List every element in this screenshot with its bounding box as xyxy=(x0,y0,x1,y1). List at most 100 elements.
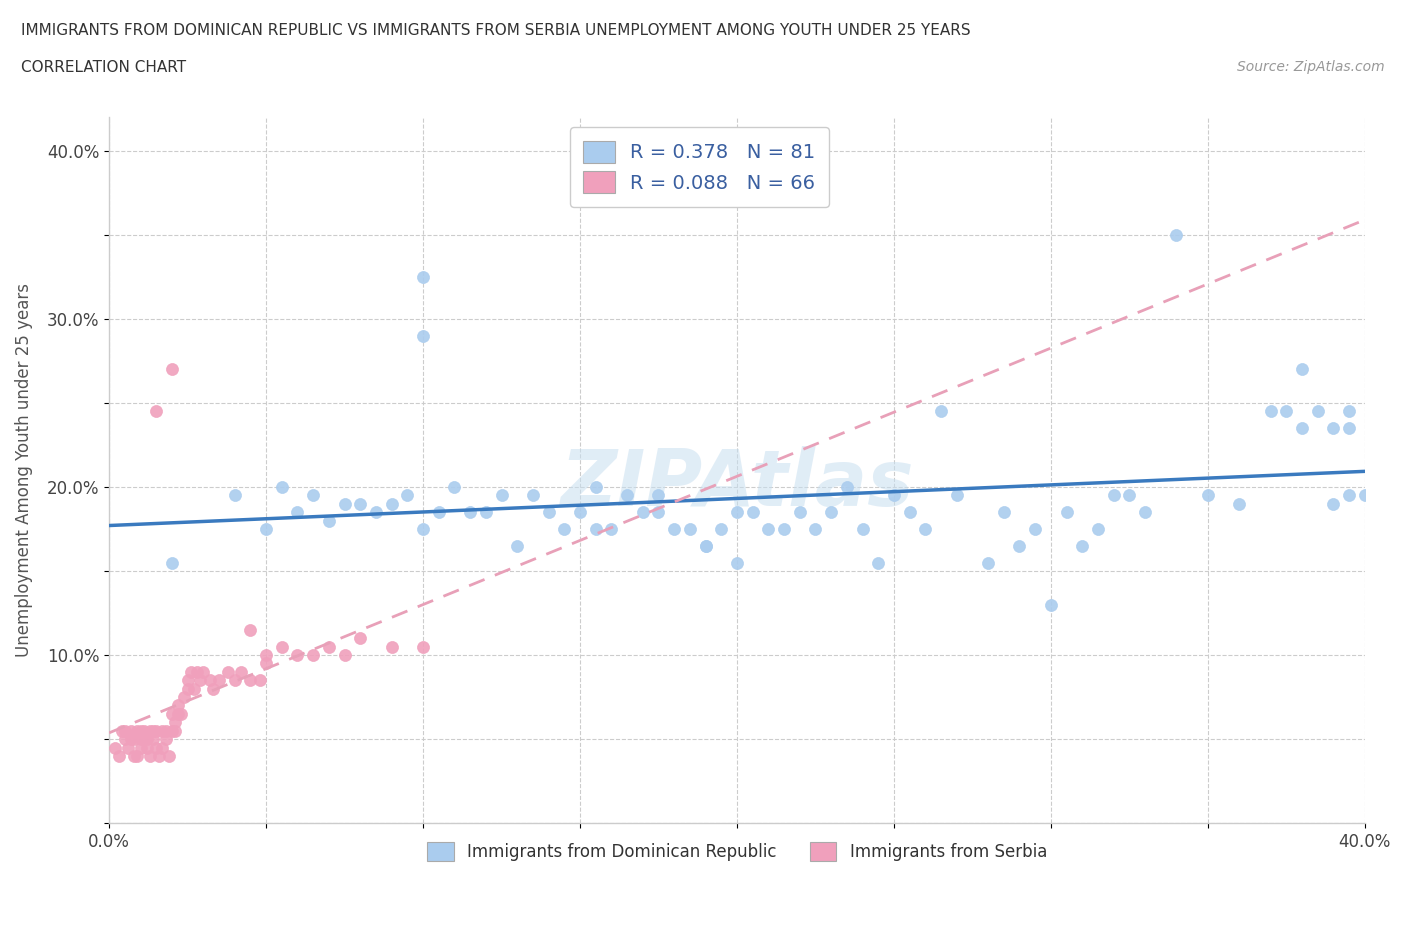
Point xyxy=(1260,404,1282,418)
Point xyxy=(662,522,685,537)
Point xyxy=(804,522,827,537)
Text: Source: ZipAtlas.com: Source: ZipAtlas.com xyxy=(1237,60,1385,74)
Point xyxy=(157,749,180,764)
Point xyxy=(193,664,215,679)
Point xyxy=(270,480,292,495)
Point xyxy=(1227,497,1250,512)
Point xyxy=(1322,497,1344,512)
Point xyxy=(898,505,921,520)
Point xyxy=(412,522,434,537)
Point xyxy=(725,555,748,570)
Point xyxy=(249,672,271,687)
Point xyxy=(167,707,190,722)
Point xyxy=(741,505,763,520)
Point xyxy=(160,707,183,722)
Point xyxy=(443,480,465,495)
Point xyxy=(155,732,177,747)
Point xyxy=(695,538,717,553)
Point xyxy=(773,522,796,537)
Point xyxy=(167,698,190,713)
Point xyxy=(725,505,748,520)
Point xyxy=(160,555,183,570)
Point xyxy=(152,740,174,755)
Point xyxy=(239,672,262,687)
Point xyxy=(600,522,623,537)
Point xyxy=(333,497,356,512)
Point xyxy=(318,639,340,654)
Point xyxy=(239,622,262,637)
Point xyxy=(412,328,434,343)
Point xyxy=(1306,404,1329,418)
Point xyxy=(170,707,193,722)
Point xyxy=(993,505,1015,520)
Point xyxy=(1354,488,1376,503)
Point xyxy=(412,639,434,654)
Point xyxy=(569,505,592,520)
Point xyxy=(173,690,195,705)
Point xyxy=(142,724,165,738)
Point xyxy=(224,488,246,503)
Point xyxy=(152,724,174,738)
Point xyxy=(585,480,607,495)
Point xyxy=(107,749,129,764)
Point xyxy=(183,682,205,697)
Point xyxy=(1102,488,1125,503)
Point xyxy=(1339,404,1361,418)
Point xyxy=(129,724,152,738)
Point xyxy=(132,732,155,747)
Point xyxy=(820,505,842,520)
Point xyxy=(1339,420,1361,435)
Point xyxy=(217,664,239,679)
Point xyxy=(1118,488,1140,503)
Point xyxy=(127,724,149,738)
Point xyxy=(1322,420,1344,435)
Point xyxy=(287,647,309,662)
Point xyxy=(176,682,198,697)
Point xyxy=(1197,488,1219,503)
Point xyxy=(381,639,404,654)
Point xyxy=(710,522,733,537)
Point xyxy=(506,538,529,553)
Point xyxy=(114,732,136,747)
Point xyxy=(647,488,669,503)
Point xyxy=(491,488,513,503)
Point xyxy=(132,724,155,738)
Point xyxy=(145,404,167,418)
Point xyxy=(945,488,967,503)
Point xyxy=(1008,538,1031,553)
Point xyxy=(318,513,340,528)
Legend: Immigrants from Dominican Republic, Immigrants from Serbia: Immigrants from Dominican Republic, Immi… xyxy=(420,835,1053,868)
Point xyxy=(224,672,246,687)
Point xyxy=(695,538,717,553)
Point xyxy=(104,740,127,755)
Point xyxy=(163,715,186,730)
Point xyxy=(929,404,952,418)
Point xyxy=(111,724,134,738)
Point xyxy=(254,656,277,671)
Point xyxy=(1133,505,1156,520)
Point xyxy=(1071,538,1094,553)
Point xyxy=(396,488,419,503)
Point xyxy=(287,505,309,520)
Point xyxy=(186,664,208,679)
Point xyxy=(122,749,145,764)
Point xyxy=(160,724,183,738)
Point xyxy=(139,749,162,764)
Point xyxy=(145,740,167,755)
Point xyxy=(1087,522,1109,537)
Point xyxy=(180,664,202,679)
Point xyxy=(522,488,544,503)
Point xyxy=(647,505,669,520)
Point xyxy=(254,647,277,662)
Point xyxy=(868,555,890,570)
Point xyxy=(155,724,177,738)
Point xyxy=(176,672,198,687)
Point xyxy=(302,647,325,662)
Point xyxy=(349,497,371,512)
Point xyxy=(163,724,186,738)
Point xyxy=(229,664,252,679)
Point xyxy=(679,522,702,537)
Point xyxy=(129,740,152,755)
Point xyxy=(208,672,231,687)
Point xyxy=(188,672,211,687)
